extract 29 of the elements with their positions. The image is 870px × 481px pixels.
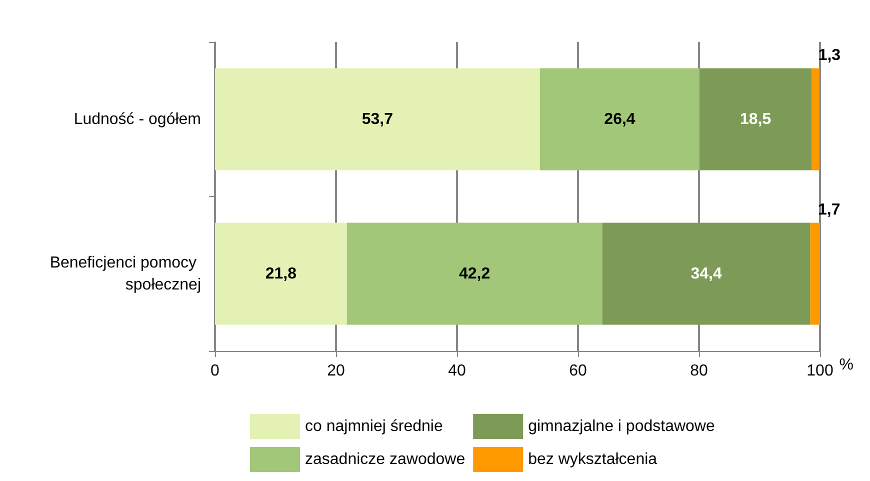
legend-label: co najmniej średnie [305, 418, 443, 435]
x-tick-label: 80 [690, 362, 708, 380]
data-label: 53,7 [362, 110, 394, 128]
x-tick-label: 20 [327, 362, 345, 380]
x-tick-label: 0 [210, 362, 220, 380]
bar [346, 222, 602, 325]
data-label: 26,4 [604, 110, 636, 128]
legend-label: gimnazjalne i podstawowe [528, 418, 715, 435]
bar [602, 222, 810, 325]
x-tick-label: 100 [806, 362, 834, 380]
legend-label: bez wykształcenia [528, 451, 658, 468]
data-label: 18,5 [740, 110, 772, 128]
bar [812, 68, 820, 170]
bar [540, 68, 700, 170]
x-tick-label: 60 [569, 362, 587, 380]
y-tick-label: Ludność - ogółem [74, 110, 201, 128]
bar [215, 68, 540, 170]
data-label: 42,2 [458, 265, 490, 282]
data-label: 21,8 [265, 265, 297, 282]
data-label: 34,4 [690, 265, 722, 282]
y-tick-label: Beneficjenci pomocy społecznej [50, 254, 201, 294]
bar [810, 222, 820, 325]
bar [700, 68, 812, 170]
x-tick-label: 40 [448, 362, 466, 380]
x-axis-title: % [839, 356, 854, 374]
data-label: 1,7 [818, 201, 840, 218]
legend-label: zasadnicze zawodowe [305, 451, 466, 468]
bar [215, 222, 347, 325]
data-label: 1,3 [818, 46, 841, 64]
